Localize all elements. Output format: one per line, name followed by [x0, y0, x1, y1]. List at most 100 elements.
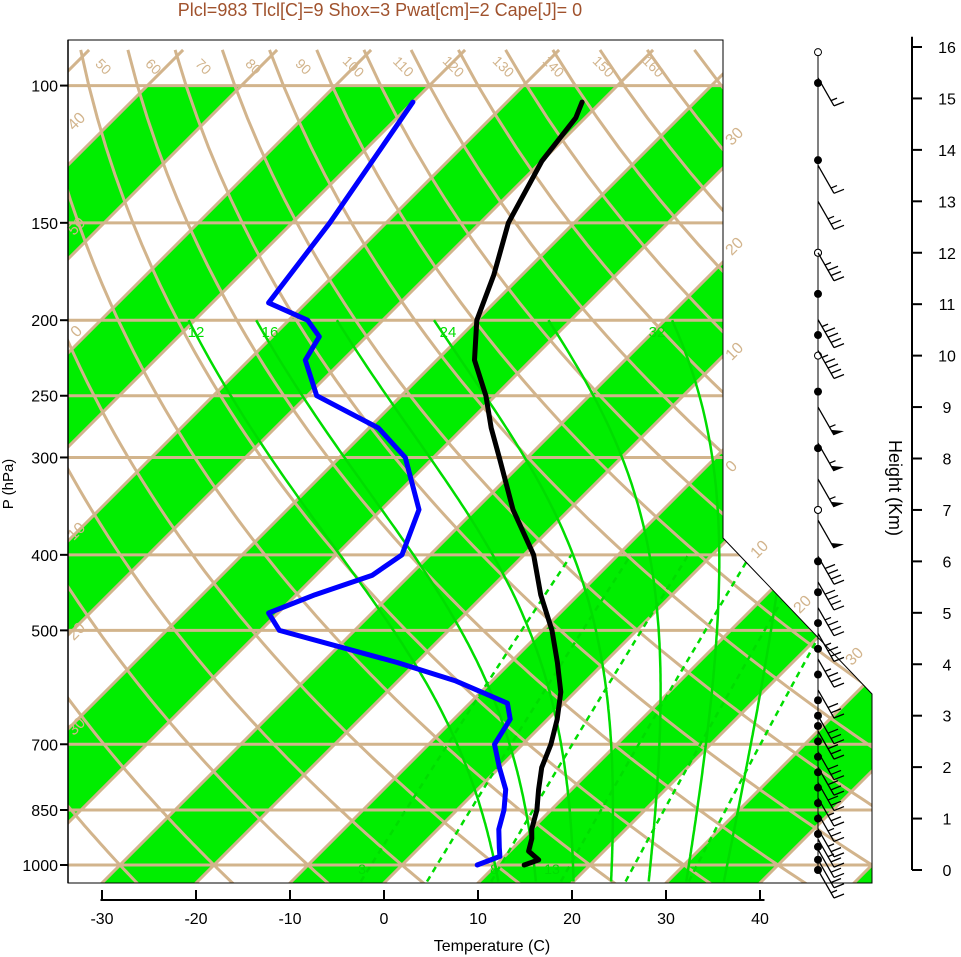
- wind-barb-flag: [833, 224, 845, 230]
- wind-barb-flag: [833, 373, 845, 380]
- dry-adiabat-label: 150: [590, 53, 618, 81]
- pressure-tick-label: 850: [31, 803, 58, 820]
- wind-barb-flag: [830, 733, 842, 740]
- wind-barb-half-flag: [827, 215, 835, 220]
- wind-barb-flag: [830, 625, 842, 632]
- wind-barb-half-flag: [827, 812, 835, 817]
- wind-data-dot: [814, 387, 822, 396]
- wind-barb-flag: [830, 708, 842, 714]
- moist-adiabat-label: 12: [188, 324, 205, 341]
- wind-data-dot: [814, 842, 822, 851]
- wind-data-dot: [814, 156, 822, 165]
- height-tick-label: 13: [938, 194, 956, 211]
- dry-adiabat-label: 160: [640, 53, 668, 81]
- isotherm-label: 20: [723, 234, 748, 259]
- wind-barb-flag: [830, 600, 842, 606]
- height-tick-label: 7: [943, 503, 952, 520]
- wind-barb-shaft: [817, 859, 835, 889]
- wind-barb-column: [814, 48, 845, 899]
- pressure-axis: 1000 850 700 500 400 300 250 200 150 100: [22, 40, 69, 883]
- wind-barb-shaft: [817, 689, 835, 719]
- wind-barb-flag: [830, 800, 842, 806]
- pressure-tick-label: 400: [31, 548, 58, 565]
- dry-adiabat-line: [126, 49, 828, 883]
- pressure-tick-label: 700: [31, 737, 58, 754]
- wind-data-dot: [814, 721, 822, 730]
- mixing-ratio-label: 8: [490, 861, 498, 877]
- dry-adiabat-line: [68, 49, 346, 883]
- wind-data-dot: [814, 331, 822, 340]
- wind-barb-flag: [833, 682, 845, 688]
- wind-barb-flag: [827, 702, 839, 709]
- wind-barb-flag: [830, 677, 842, 683]
- height-tick-label: 4: [943, 657, 952, 674]
- wind-barb-flag: [830, 651, 842, 657]
- dry-adiabat-line: [68, 49, 635, 883]
- wind-barb-pennant: [831, 429, 844, 436]
- wind-barb-pennant: [831, 465, 844, 472]
- wind-data-dot: [814, 619, 822, 628]
- wind-barb-flag: [830, 270, 842, 277]
- isotherm-line: [68, 48, 749, 883]
- isotherm-line: [556, 48, 872, 883]
- chart-title: Plcl=983 Tlcl[C]=9 Shox=3 Pwat[cm]=2 Cap…: [178, 0, 582, 20]
- height-tick-label: 3: [943, 709, 952, 726]
- wind-barb-shaft: [817, 164, 835, 194]
- wind-barb-half-flag: [827, 843, 835, 847]
- height-tick-label: 11: [939, 297, 956, 314]
- dry-adiabat-line: [409, 49, 872, 883]
- wind-data-dot: [814, 670, 822, 679]
- wind-barb-flag: [827, 744, 839, 750]
- wind-barb-shaft: [817, 442, 835, 472]
- wind-barb-flag: [833, 101, 845, 107]
- moist-adiabat-line: [187, 319, 500, 882]
- wind-barb-flag: [833, 343, 845, 349]
- moist-adiabat-line: [432, 319, 615, 882]
- pressure-tick-label: 300: [31, 450, 58, 467]
- isotherm-label: 10: [748, 537, 773, 562]
- wind-barb-half-flag: [824, 261, 832, 266]
- wind-barb-flag: [827, 764, 839, 770]
- wind-barb-shaft: [817, 766, 835, 796]
- temperature-tick-label: 20: [563, 911, 581, 928]
- wind-barb-half-flag: [824, 668, 832, 672]
- wind-barb-flag: [833, 821, 845, 827]
- isotherm-line: [68, 48, 561, 883]
- pressure-tick-label: 200: [31, 313, 58, 330]
- wind-barb-half-flag: [830, 889, 838, 894]
- wind-barb-shaft: [817, 751, 835, 781]
- temperature-tick-label: -10: [278, 911, 301, 928]
- x-axis-label: Temperature (C): [434, 938, 550, 955]
- isotherm-band: [463, 85, 872, 883]
- wind-data-dot: [814, 696, 822, 705]
- wind-barb-shaft: [817, 658, 835, 688]
- wind-barb-pennant: [831, 501, 844, 508]
- wind-barb-shaft: [817, 478, 835, 508]
- wind-barb-flag: [833, 579, 845, 585]
- wind-barb-half-flag: [824, 642, 832, 647]
- wind-barb-shaft: [817, 838, 835, 868]
- wind-barb-flag: [827, 265, 839, 271]
- dry-adiabat-label: 60: [142, 55, 164, 77]
- wind-barb-flag: [830, 857, 842, 863]
- dry-adiabat-line: [268, 49, 872, 883]
- wind-barb-flag: [830, 816, 842, 822]
- height-tick-label: 12: [938, 246, 956, 263]
- isotherm-line: [274, 48, 872, 883]
- wind-barb-flag: [833, 713, 845, 719]
- wind-barb-flag: [833, 852, 845, 858]
- wind-barb-flag: [824, 327, 836, 333]
- wind-barb-shaft: [817, 581, 835, 611]
- wind-barb-half-flag: [830, 97, 838, 102]
- wind-barb-flag: [827, 332, 839, 338]
- wind-barb-flag: [827, 594, 839, 601]
- wind-barb-flag: [833, 188, 845, 194]
- pressure-tick-label: 1000: [22, 858, 58, 875]
- moist-adiabats: [187, 319, 866, 883]
- wind-barb-flag: [830, 749, 842, 755]
- wind-barb-shaft: [817, 869, 835, 899]
- wind-barb-pennant: [831, 542, 844, 549]
- wind-barb-half-flag: [829, 460, 836, 464]
- moist-adiabat-label: 24: [440, 324, 457, 341]
